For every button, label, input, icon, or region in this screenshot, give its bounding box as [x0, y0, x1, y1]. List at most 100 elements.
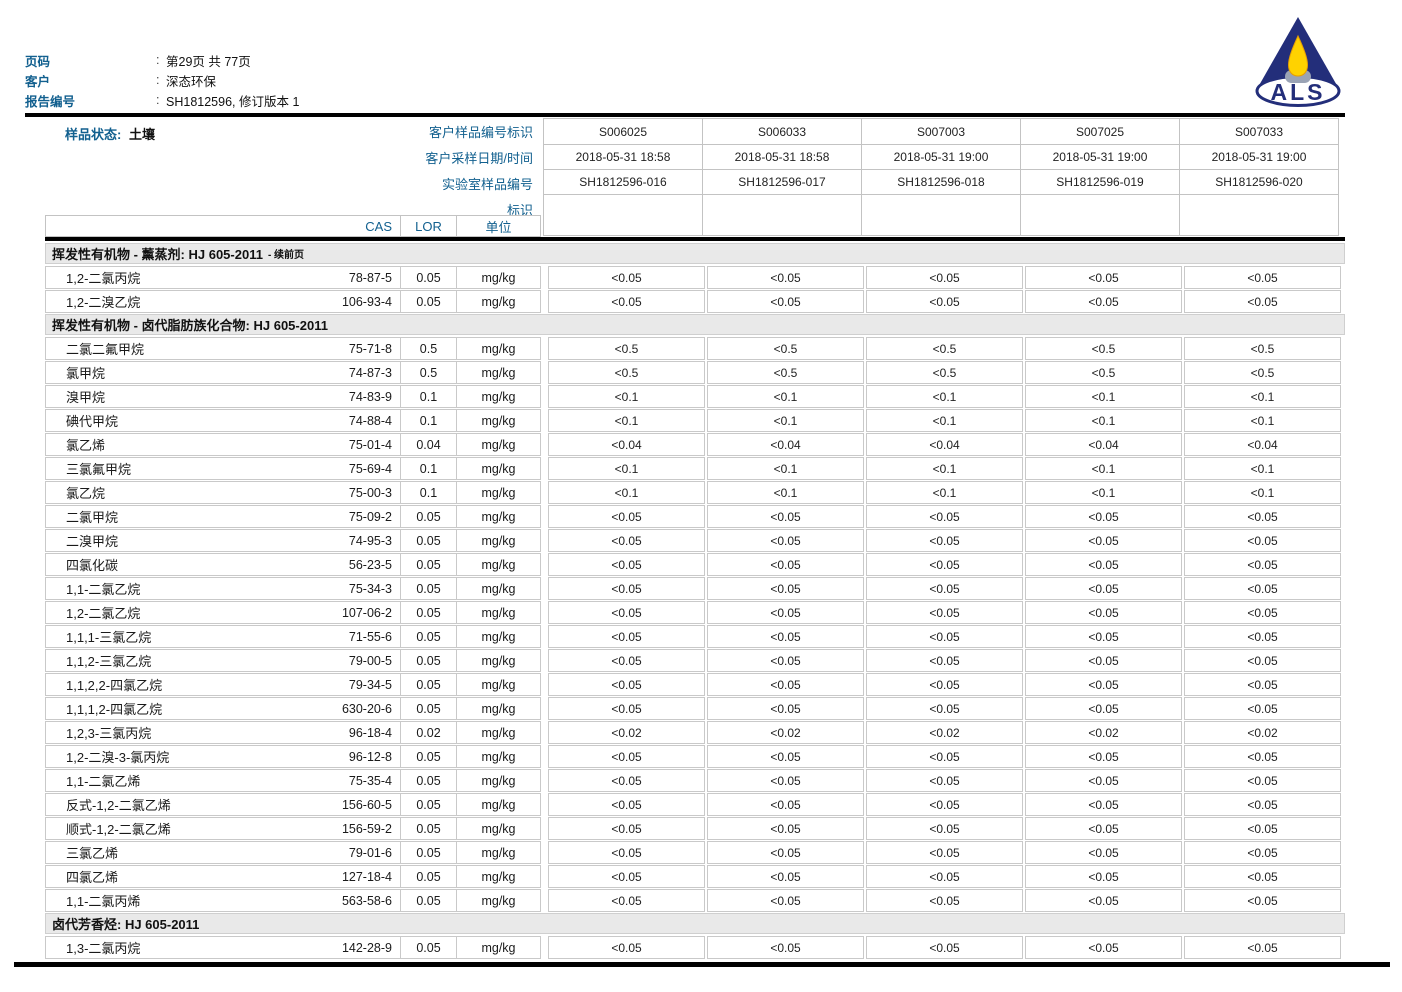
result-value: <0.05: [1184, 553, 1341, 576]
unit-value: mg/kg: [456, 361, 541, 384]
lor-value: 0.05: [400, 266, 457, 289]
lor-value: 0.05: [400, 889, 457, 912]
cas-number: 79-34-5: [348, 677, 392, 692]
logo-flame-icon: [1287, 34, 1309, 77]
analyte-cell: 1,1,1,2-四氯乙烷 630-20-6: [45, 697, 401, 720]
result-value: <0.05: [707, 266, 864, 289]
colon: :: [156, 93, 160, 107]
result-value: <0.05: [1184, 745, 1341, 768]
lor-value: 0.05: [400, 553, 457, 576]
cas-number: 96-12-8: [348, 749, 392, 764]
client-sample-id: S006033: [702, 118, 862, 145]
cas-number: 142-28-9: [341, 940, 392, 955]
result-value: <0.1: [548, 457, 705, 480]
result-value: <0.1: [1025, 385, 1182, 408]
result-value: <0.02: [1025, 721, 1182, 744]
lor-value: 0.1: [400, 457, 457, 480]
result-value: <0.05: [866, 649, 1023, 672]
result-value: <0.1: [1025, 409, 1182, 432]
lor-value: 0.05: [400, 769, 457, 792]
result-value: <0.05: [1025, 577, 1182, 600]
unit-value: mg/kg: [456, 457, 541, 480]
result-value: <0.05: [1025, 841, 1182, 864]
unit-value: mg/kg: [456, 337, 541, 360]
result-value: <0.05: [707, 625, 864, 648]
unit-value: mg/kg: [456, 505, 541, 528]
result-value: <0.05: [548, 553, 705, 576]
lor-value: 0.02: [400, 721, 457, 744]
column-gap-strip: [541, 721, 548, 744]
cas-number: 74-88-4: [348, 413, 392, 428]
result-value: <0.05: [1184, 889, 1341, 912]
lor-value: 0.05: [400, 577, 457, 600]
result-value: <0.05: [707, 553, 864, 576]
result-value: <0.05: [707, 889, 864, 912]
table-row: 1,1-二氯丙烯 563-58-6 0.05 mg/kg <0.05 <0.05 <0.05…: [45, 889, 1345, 912]
section-title: 挥发性有机物 - 薰蒸剂: HJ 605-2011: [52, 247, 263, 262]
result-value: <0.05: [1184, 266, 1341, 289]
unit-value: mg/kg: [456, 290, 541, 313]
unit-value: mg/kg: [456, 673, 541, 696]
meta-row-report: 报告编号 : SH1812596, 修订版本 1: [25, 90, 299, 110]
result-value: <0.05: [866, 889, 1023, 912]
analyte-name: 1,2-二氯乙烷: [66, 606, 141, 621]
analyte-cell: 1,1-二氯乙烯 75-35-4: [45, 769, 401, 792]
column-gap-strip: [541, 793, 548, 816]
client-sample-id-label: 客户样品编号标识: [428, 124, 533, 140]
page-number-label: 页码: [25, 54, 51, 69]
cas-number: 74-95-3: [348, 533, 392, 548]
lor-value: 0.04: [400, 433, 457, 456]
analyte-cell: 1,1,2-三氯乙烷 79-00-5: [45, 649, 401, 672]
result-value: <0.05: [1184, 601, 1341, 624]
analyte-cell: 氯乙烷 75-00-3: [45, 481, 401, 504]
analyte-cell: 1,2-二溴-3-氯丙烷 96-12-8: [45, 745, 401, 768]
result-value: <0.05: [707, 697, 864, 720]
column-gap-strip: [541, 577, 548, 600]
column-gap-strip: [541, 553, 548, 576]
result-value: <0.1: [1025, 481, 1182, 504]
analyte-table-header: CAS LOR 单位: [45, 215, 541, 237]
result-value: <0.05: [1025, 649, 1182, 672]
client-value: 深态环保: [166, 74, 217, 89]
table-row: 1,2-二氯丙烷 78-87-5 0.05 mg/kg <0.05 <0.05 <0.05 <…: [45, 266, 1345, 289]
analyte-cell: 二氯二氟甲烷 75-71-8: [45, 337, 401, 360]
column-gap-strip: [541, 505, 548, 528]
result-value: <0.05: [707, 649, 864, 672]
analyte-cell: 三氯乙烯 79-01-6: [45, 841, 401, 864]
column-gap-strip: [541, 745, 548, 768]
analyte-cell: 三氯氟甲烷 75-69-4: [45, 457, 401, 480]
analyte-name: 1,1,1-三氯乙烷: [66, 630, 152, 645]
result-value: <0.5: [1025, 361, 1182, 384]
client-sample-id: S007003: [861, 118, 1021, 145]
section-header: 卤代芳香烃: HJ 605-2011: [45, 913, 1345, 934]
analyte-name: 氯乙烷: [66, 486, 106, 501]
colon: :: [156, 53, 160, 67]
result-value: <0.04: [866, 433, 1023, 456]
column-gap-strip: [541, 865, 548, 888]
column-gap-strip: [541, 433, 548, 456]
column-gap-strip: [541, 385, 548, 408]
result-value: <0.05: [866, 553, 1023, 576]
cas-number: 75-01-4: [348, 437, 392, 452]
column-gap-strip: [541, 697, 548, 720]
result-value: <0.05: [866, 793, 1023, 816]
result-value: <0.02: [707, 721, 864, 744]
analyte-cell: 四氯化碳 56-23-5: [45, 553, 401, 576]
result-value: <0.1: [866, 481, 1023, 504]
lor-value: 0.5: [400, 361, 457, 384]
als-logo-graphic: ALS: [1255, 17, 1341, 107]
result-value: <0.5: [1184, 337, 1341, 360]
meta-row-client: 客户 : 深态环保: [25, 70, 299, 90]
cas-number: 107-06-2: [341, 605, 392, 620]
section-header: 挥发性有机物 - 卤代脂肪族化合物: HJ 605-2011: [45, 314, 1345, 335]
id-mark-cell: [702, 194, 862, 236]
result-value: <0.02: [1184, 721, 1341, 744]
result-value: <0.05: [1184, 649, 1341, 672]
result-value: <0.05: [707, 793, 864, 816]
result-value: <0.1: [548, 409, 705, 432]
analyte-name: 二氯二氟甲烷: [66, 342, 145, 357]
result-value: <0.05: [866, 817, 1023, 840]
sample-matrix-value: 土壤: [128, 127, 155, 142]
result-value: <0.05: [1025, 673, 1182, 696]
